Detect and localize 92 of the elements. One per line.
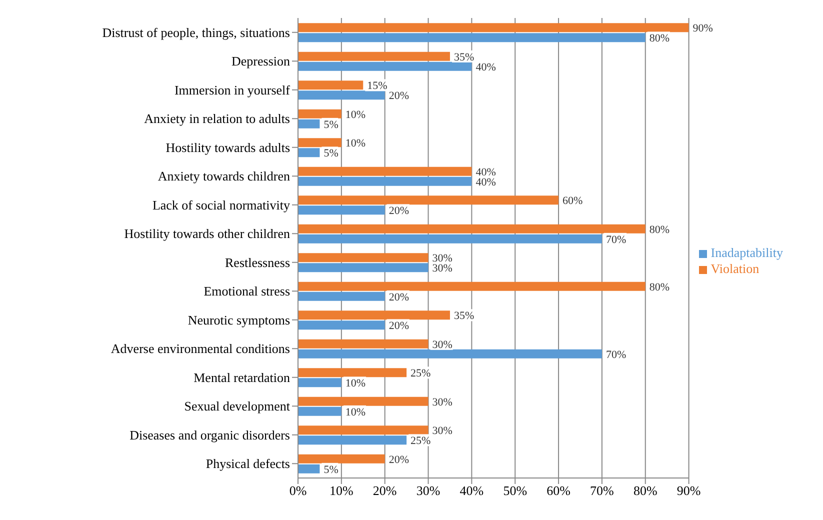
data-label: 5% (324, 148, 338, 160)
bar (298, 320, 385, 330)
data-label: 40% (476, 176, 496, 188)
bar (298, 148, 320, 158)
y-tick-label: Diseases and organic disorders (130, 427, 290, 442)
data-label: 20% (388, 454, 410, 466)
data-label: 25% (410, 368, 431, 380)
data-label: 30% (432, 338, 452, 351)
y-tick-label: Emotional stress (204, 284, 290, 299)
data-label: 30% (432, 262, 452, 275)
data-label: 60% (562, 195, 583, 208)
bar (298, 436, 407, 445)
data-label: 10% (345, 138, 366, 150)
bar (298, 176, 472, 186)
data-label: 30% (432, 252, 452, 265)
y-tick-label: Anxiety towards children (158, 168, 290, 184)
y-tick-label: Hostility towards adults (166, 140, 290, 155)
y-tick-label: Neurotic symptoms (188, 312, 290, 328)
data-label: 20% (388, 320, 410, 332)
x-tick-label: 50% (503, 483, 528, 498)
bar (298, 263, 428, 272)
y-tick-label: Depression (232, 54, 290, 69)
data-label: 30% (432, 396, 452, 408)
bar (298, 454, 385, 464)
bar (298, 349, 602, 358)
data-label: 70% (606, 348, 626, 361)
data-label: 5% (324, 118, 338, 131)
data-label: 20% (388, 205, 410, 218)
bar (298, 62, 472, 71)
data-label: 10% (345, 406, 366, 418)
data-label: 40% (476, 166, 496, 178)
y-tick-label: Restlessness (225, 254, 290, 270)
x-tick-label: 60% (546, 483, 571, 498)
bar (298, 282, 646, 291)
x-tick-label: 20% (372, 483, 397, 498)
bar (298, 339, 428, 348)
data-label: 90% (692, 22, 713, 35)
bar (298, 166, 472, 176)
x-tick-label: 80% (633, 483, 658, 498)
y-tick-label: Physical defects (206, 456, 290, 472)
bar (298, 396, 428, 406)
bar (298, 119, 320, 128)
bar (298, 23, 689, 32)
bar (298, 52, 450, 61)
data-label: 25% (410, 435, 431, 448)
data-label: 40% (476, 61, 496, 74)
x-tick-label: 0% (289, 483, 307, 498)
legend-label: Inadaptability (710, 244, 783, 260)
x-tick-label: 30% (416, 483, 440, 498)
y-tick-label: Adverse environmental conditions (110, 341, 290, 356)
x-tick-label: 10% (330, 483, 354, 498)
y-tick-label: Hostility towards other children (124, 226, 290, 242)
bar (298, 33, 646, 42)
bar (298, 196, 559, 205)
y-tick-label: Sexual development (184, 398, 290, 414)
data-label: 80% (649, 32, 670, 45)
x-tick-label: 40% (460, 483, 484, 498)
data-label: 5% (324, 464, 338, 476)
bar (298, 253, 428, 262)
bar (298, 109, 342, 118)
data-label: 35% (454, 310, 474, 322)
bar (298, 90, 385, 100)
data-label: 10% (345, 108, 366, 121)
data-label: 15% (367, 80, 388, 92)
bar (298, 464, 320, 474)
data-label: 20% (388, 90, 410, 102)
y-tick-label: Mental retardation (194, 370, 290, 385)
data-label: 20% (388, 291, 410, 304)
data-label: 80% (649, 224, 670, 236)
y-tick-label: Immersion in yourself (174, 82, 291, 98)
y-tick-label: Distrust of people, things, situations (102, 24, 290, 40)
bar (298, 234, 602, 244)
data-label: 80% (649, 281, 670, 294)
bar (298, 310, 450, 320)
bar (298, 206, 385, 215)
bar (298, 426, 428, 435)
bar (298, 368, 407, 378)
bar (298, 292, 385, 301)
x-tick-label: 90% (676, 483, 701, 498)
y-tick-label: Anxiety in relation to adults (144, 111, 290, 126)
bar (298, 224, 646, 234)
bar (298, 80, 364, 90)
data-label: 70% (606, 234, 626, 246)
bar (298, 138, 342, 148)
y-tick-label: Lack of social normativity (152, 197, 290, 212)
bar (298, 406, 342, 416)
x-tick-label: 70% (590, 483, 614, 498)
data-label: 35% (454, 51, 474, 64)
data-label: 10% (345, 378, 366, 390)
bar (298, 378, 342, 388)
data-label: 30% (432, 425, 452, 438)
legend-label: Violation (710, 260, 760, 276)
